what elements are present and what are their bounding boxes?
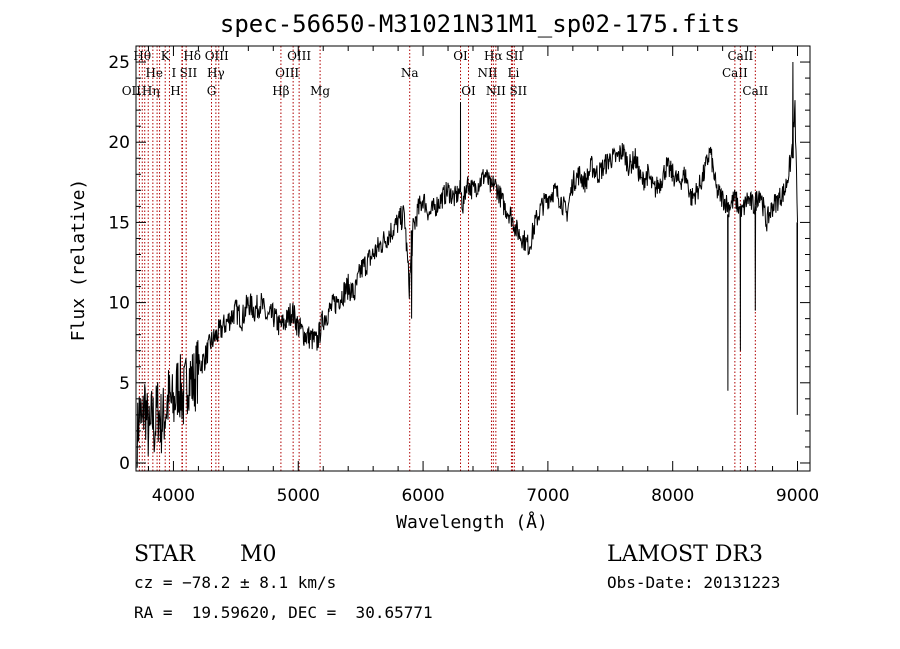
line-marker-label: OIII xyxy=(275,66,299,80)
spectrum-spike xyxy=(727,214,729,391)
x-tick-label: 4000 xyxy=(152,486,195,506)
survey-name: LAMOST DR3 xyxy=(607,542,763,567)
object-class: STAR xyxy=(134,542,195,567)
object-subclass: M0 xyxy=(240,542,277,567)
x-tick-label: 7000 xyxy=(526,486,569,506)
line-marker-label: NII xyxy=(486,84,506,98)
line-marker-label: SII xyxy=(506,49,524,63)
redshift-cz: cz = −78.2 ± 8.1 km/s xyxy=(134,573,337,592)
y-tick-label: 25 xyxy=(108,53,130,73)
spectrum-spike xyxy=(410,230,413,319)
x-tick-label: 8000 xyxy=(651,486,694,506)
line-marker-label: H xyxy=(170,84,180,98)
line-marker-label: Hδ xyxy=(183,49,201,63)
x-tick-label: 9000 xyxy=(776,486,819,506)
spectrum-spike xyxy=(796,222,798,415)
line-marker-label: OIII xyxy=(287,49,311,63)
axis-ticks: 4000 5000 6000 7000 8000 9000 0 5 10 15 20 25 xyxy=(108,46,819,506)
line-marker-label: OIII xyxy=(205,49,229,63)
line-marker-label: Hθ xyxy=(133,49,151,63)
spectrum-spike xyxy=(792,61,794,159)
line-marker-label: OI xyxy=(461,84,476,98)
line-marker-label: OI xyxy=(453,49,468,63)
plot-frame xyxy=(135,45,811,472)
y-tick-label: 15 xyxy=(108,213,130,233)
x-axis-label: Wavelength (Å) xyxy=(396,511,548,533)
line-marker-label: NII xyxy=(477,66,497,80)
line-marker-label: CaII xyxy=(727,49,753,63)
line-marker-label: G xyxy=(207,84,217,98)
chart-title: spec-56650-M31021N31M1_sp02-175.fits xyxy=(220,10,740,38)
line-marker-label: SII xyxy=(509,84,527,98)
y-tick-label: 0 xyxy=(119,454,130,474)
y-tick-label: 5 xyxy=(119,374,130,394)
line-marker-label: I xyxy=(172,66,177,80)
ra-dec: RA = 19.59620, DEC = 30.65771 xyxy=(134,603,433,622)
y-axis-label: Flux (relative) xyxy=(68,179,89,342)
line-marker-label: Na xyxy=(401,66,419,80)
spectrum-series xyxy=(136,61,798,468)
spectrum-spike xyxy=(754,206,757,311)
line-marker-label: He xyxy=(145,66,163,80)
observation-date: Obs-Date: 20131223 xyxy=(607,573,781,592)
line-marker-label: Mg xyxy=(310,84,330,98)
x-tick-label: 6000 xyxy=(401,486,444,506)
line-marker-label: OII xyxy=(122,84,142,98)
line-marker-label: CaII xyxy=(722,66,748,80)
y-tick-label: 20 xyxy=(108,133,130,153)
line-marker-label: Hβ xyxy=(272,84,289,98)
line-marker-label: SII xyxy=(180,66,198,80)
line-marker-label: Hη xyxy=(142,84,160,98)
line-marker-label: Li xyxy=(508,66,520,80)
line-marker-label: Hα xyxy=(484,49,503,63)
spectrum-line xyxy=(136,100,798,468)
line-marker-label: K xyxy=(161,49,171,63)
line-marker-label: Hγ xyxy=(207,66,225,80)
line-marker-label: CaII xyxy=(742,84,768,98)
x-tick-label: 5000 xyxy=(277,486,320,506)
y-tick-label: 10 xyxy=(108,294,130,314)
spectrum-spike xyxy=(739,206,742,351)
